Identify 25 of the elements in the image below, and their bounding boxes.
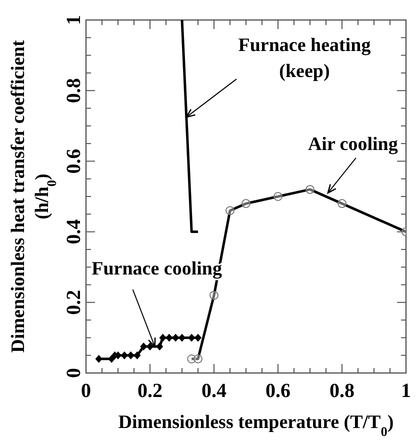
point [146, 342, 154, 351]
x-tick-label: 0.6 [266, 380, 290, 402]
y-tick-label: 0.8 [63, 78, 85, 104]
point [127, 351, 134, 360]
point [194, 334, 202, 342]
point [159, 334, 166, 342]
x-tick-label: 0.8 [330, 380, 354, 402]
x-axis-title: Dimensionless temperature (T/T$_{0}$) [118, 412, 394, 438]
point [156, 342, 164, 351]
y-tick-label: 0.2 [63, 290, 85, 315]
point [108, 354, 116, 363]
annotation: Furnace heating (keep) [238, 35, 372, 82]
point [134, 351, 141, 360]
y-tick-label: 1 [63, 15, 85, 25]
y-tick-label: 0.4 [63, 219, 85, 244]
point [178, 334, 186, 342]
x-tick-label: 0.2 [138, 380, 162, 402]
point [120, 351, 128, 360]
x-tick-label: 1 [401, 380, 411, 402]
point [140, 342, 148, 351]
x-tick-label: 0.4 [202, 380, 226, 402]
annotation: Air cooling [308, 134, 398, 155]
y-tick-label: 0 [63, 368, 85, 378]
point [95, 354, 102, 363]
y-tick-label: 0.6 [63, 148, 85, 174]
